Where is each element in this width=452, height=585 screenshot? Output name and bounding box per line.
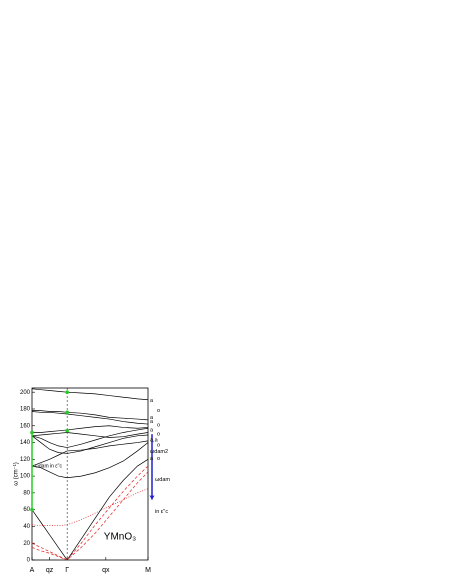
x-tick-label: M xyxy=(145,567,151,574)
right-label: a xyxy=(150,419,154,425)
y-tick-label: 160 xyxy=(20,423,31,429)
dispersion-line xyxy=(31,442,149,479)
dispersion-line xyxy=(31,465,149,561)
dispersion-line xyxy=(31,459,149,561)
x-tick-label: qx xyxy=(102,567,110,574)
right-label: ωdam2 xyxy=(150,449,168,455)
dispersion-line xyxy=(31,427,149,448)
right-label: o xyxy=(157,456,160,462)
dispersion-line xyxy=(32,425,149,433)
y-tick-label: 120 xyxy=(20,457,31,463)
right-label: o xyxy=(157,432,160,438)
y-tick-label: 80 xyxy=(23,490,30,496)
green-point xyxy=(30,430,34,435)
right-label: a xyxy=(150,398,154,404)
y-tick-label: 20 xyxy=(23,541,30,547)
blue-label: ωdam xyxy=(155,477,170,483)
dispersion-line xyxy=(31,471,149,561)
dispersion-line xyxy=(31,411,149,425)
dispersion-line xyxy=(31,432,149,438)
right-label: a xyxy=(150,456,154,462)
right-label: a xyxy=(150,427,154,433)
y-tick-label: 100 xyxy=(20,474,31,480)
y-tick-label: 200 xyxy=(20,390,31,396)
green-label: ωdam in ε''c xyxy=(35,463,62,469)
chart-title: YMnO₃ xyxy=(104,532,136,543)
dispersion-line xyxy=(31,440,149,467)
right-label: a,a xyxy=(150,437,159,443)
dispersion-line xyxy=(32,410,149,421)
y-tick-label: 0 xyxy=(27,558,31,564)
blue-arrow-head xyxy=(149,495,155,500)
right-label: o xyxy=(157,408,160,414)
x-tick-label: qz xyxy=(46,567,54,574)
green-point xyxy=(65,390,69,394)
x-tick-label: Γ xyxy=(65,567,69,574)
right-label: o xyxy=(157,443,160,449)
right-label: o xyxy=(157,422,160,428)
x-tick-label: A xyxy=(30,567,35,574)
blue-label: in ε''c xyxy=(155,509,168,515)
green-point xyxy=(65,410,69,415)
green-point xyxy=(30,507,34,512)
y-tick-label: 40 xyxy=(23,524,30,530)
y-axis-label: ω (cm⁻¹) xyxy=(14,462,20,486)
dispersion-line xyxy=(31,434,149,454)
y-tick-label: 60 xyxy=(23,507,30,513)
dispersion-line xyxy=(31,388,149,401)
green-point xyxy=(65,428,69,433)
dispersion-line xyxy=(31,488,149,526)
right-label: a xyxy=(150,415,154,421)
y-tick-label: 140 xyxy=(20,440,31,446)
y-tick-label: 180 xyxy=(20,407,31,413)
